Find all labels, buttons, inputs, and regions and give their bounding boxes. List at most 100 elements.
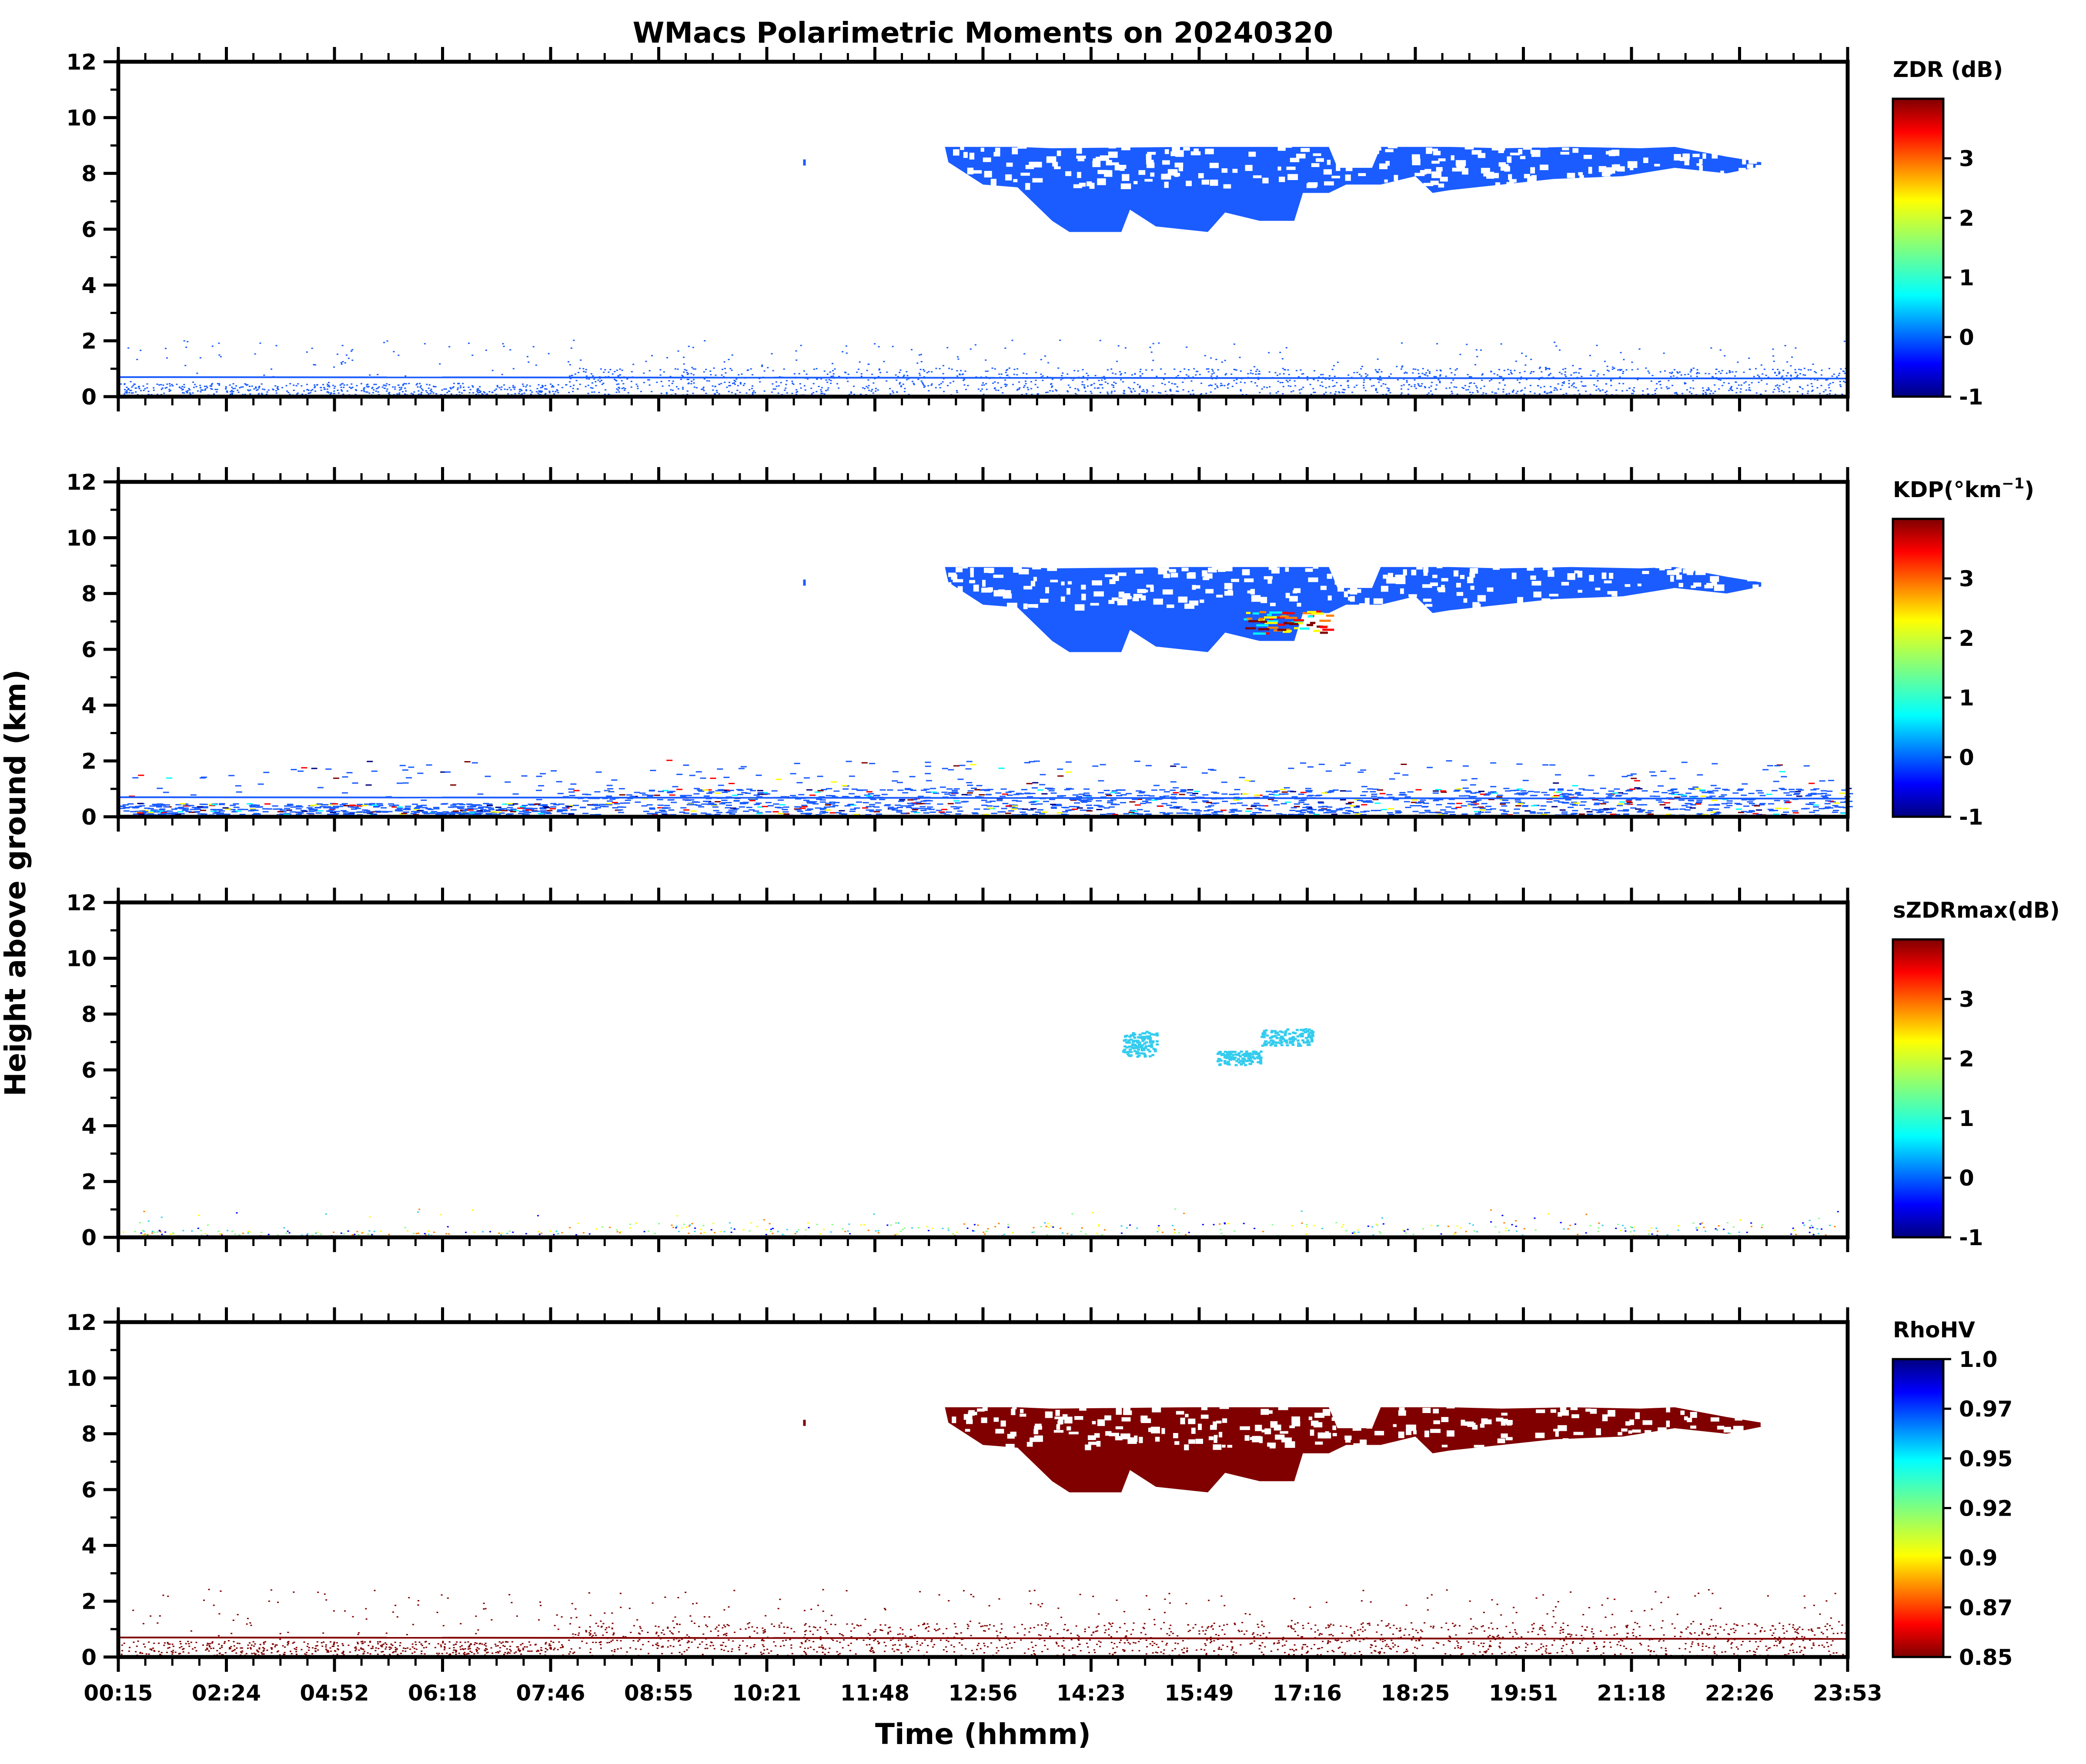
boundary-layer-echo xyxy=(905,788,911,789)
cloud-gap xyxy=(1438,183,1444,188)
boundary-layer-echo xyxy=(914,812,920,814)
cloud-gap xyxy=(1327,160,1331,165)
boundary-layer-echo xyxy=(199,357,201,359)
boundary-layer-echo xyxy=(1254,802,1260,804)
boundary-layer-echo xyxy=(1485,805,1492,807)
boundary-layer-echo xyxy=(1176,390,1178,392)
boundary-layer-echo xyxy=(592,375,594,377)
boundary-layer-echo xyxy=(1031,787,1038,789)
boundary-layer-echo xyxy=(1746,812,1753,813)
cloud-gap xyxy=(1040,598,1049,603)
boundary-layer-echo xyxy=(849,394,851,395)
boundary-layer-echo xyxy=(810,388,812,389)
boundary-layer-echo xyxy=(556,389,558,391)
cloud-gap xyxy=(1403,569,1407,576)
boundary-layer-echo xyxy=(995,389,997,391)
boundary-layer-echo xyxy=(392,386,394,388)
boundary-layer-echo xyxy=(1641,804,1648,805)
boundary-layer-echo xyxy=(601,804,608,805)
boundary-layer-echo xyxy=(1825,389,1827,391)
boundary-layer-echo xyxy=(1539,808,1546,810)
boundary-layer-echo xyxy=(563,796,569,798)
boundary-layer-echo xyxy=(636,385,639,387)
boundary-layer-echo xyxy=(762,805,768,807)
cloud-gap xyxy=(1106,160,1112,166)
cloud-gap xyxy=(1081,594,1086,601)
boundary-layer-echo xyxy=(497,386,499,388)
boundary-layer-echo xyxy=(900,385,903,387)
boundary-layer-echo xyxy=(1810,789,1817,791)
boundary-layer-echo xyxy=(1212,814,1219,815)
boundary-layer-echo xyxy=(1018,388,1020,390)
boundary-layer-echo xyxy=(1826,394,1828,395)
boundary-layer-echo xyxy=(1821,795,1827,797)
boundary-layer-echo xyxy=(715,390,718,391)
boundary-layer-echo xyxy=(830,375,832,377)
boundary-layer-echo xyxy=(579,384,581,385)
boundary-layer-echo xyxy=(544,388,546,390)
boundary-layer-echo xyxy=(306,389,308,391)
boundary-layer-echo xyxy=(1631,369,1633,371)
boundary-layer-echo xyxy=(1073,370,1076,371)
boundary-layer-echo xyxy=(484,392,486,394)
boundary-layer-echo xyxy=(919,374,921,376)
boundary-layer-echo xyxy=(625,799,631,801)
boundary-layer-echo xyxy=(1345,803,1352,805)
boundary-layer-echo xyxy=(448,390,450,392)
boundary-layer-echo xyxy=(1013,374,1015,375)
boundary-layer-echo xyxy=(1005,812,1011,814)
boundary-layer-echo xyxy=(725,802,732,804)
boundary-layer-echo xyxy=(1524,371,1526,372)
boundary-layer-echo xyxy=(327,385,329,387)
boundary-layer-echo xyxy=(1157,805,1163,807)
boundary-layer-echo xyxy=(488,807,494,809)
boundary-layer-echo xyxy=(906,371,908,373)
boundary-layer-echo xyxy=(262,388,264,390)
boundary-layer-echo xyxy=(1414,386,1416,388)
isolated-echo xyxy=(803,159,806,166)
boundary-layer-echo xyxy=(1452,379,1454,381)
boundary-layer-echo xyxy=(256,389,258,391)
cloud-gap xyxy=(1219,565,1228,571)
boundary-layer-echo xyxy=(161,387,164,389)
cloud-gap xyxy=(1463,598,1468,603)
cloud-gap xyxy=(1032,178,1043,183)
boundary-layer-echo xyxy=(1008,810,1014,812)
boundary-layer-echo xyxy=(1545,368,1547,369)
boundary-layer-echo xyxy=(617,809,623,811)
boundary-layer-echo xyxy=(1406,380,1408,381)
boundary-layer-echo xyxy=(1453,790,1460,792)
boundary-layer-echo xyxy=(1787,372,1789,374)
boundary-layer-echo xyxy=(1040,359,1042,361)
boundary-layer-echo xyxy=(1002,803,1009,805)
boundary-layer-echo xyxy=(1016,389,1018,391)
boundary-layer-echo xyxy=(1715,368,1717,370)
boundary-layer-echo xyxy=(1439,381,1441,382)
boundary-layer-echo xyxy=(1715,788,1721,789)
boundary-layer-echo xyxy=(1762,373,1764,375)
boundary-layer-echo xyxy=(495,814,501,815)
cloud-gap xyxy=(1383,184,1393,187)
boundary-layer-echo xyxy=(1829,393,1831,394)
boundary-layer-echo xyxy=(1783,811,1789,813)
boundary-layer-echo xyxy=(1788,391,1791,393)
boundary-layer-echo xyxy=(167,810,173,812)
boundary-layer-echo xyxy=(966,782,973,784)
boundary-layer-echo xyxy=(205,385,207,387)
boundary-layer-echo xyxy=(1795,791,1801,792)
boundary-layer-echo xyxy=(242,394,244,395)
boundary-layer-echo xyxy=(1066,373,1069,375)
boundary-layer-echo xyxy=(1401,385,1403,387)
boundary-layer-echo xyxy=(429,390,431,391)
cloud-gap xyxy=(972,170,982,174)
cloud-gap xyxy=(956,567,963,572)
boundary-layer-echo xyxy=(946,788,953,790)
boundary-layer-echo xyxy=(1011,808,1017,810)
boundary-layer-echo xyxy=(333,805,339,807)
boundary-layer-echo xyxy=(1290,385,1292,387)
boundary-layer-echo xyxy=(1033,760,1040,762)
boundary-layer-echo xyxy=(381,386,384,388)
boundary-layer-echo xyxy=(982,382,984,384)
boundary-layer-echo xyxy=(1825,806,1831,808)
boundary-layer-echo xyxy=(183,386,185,388)
